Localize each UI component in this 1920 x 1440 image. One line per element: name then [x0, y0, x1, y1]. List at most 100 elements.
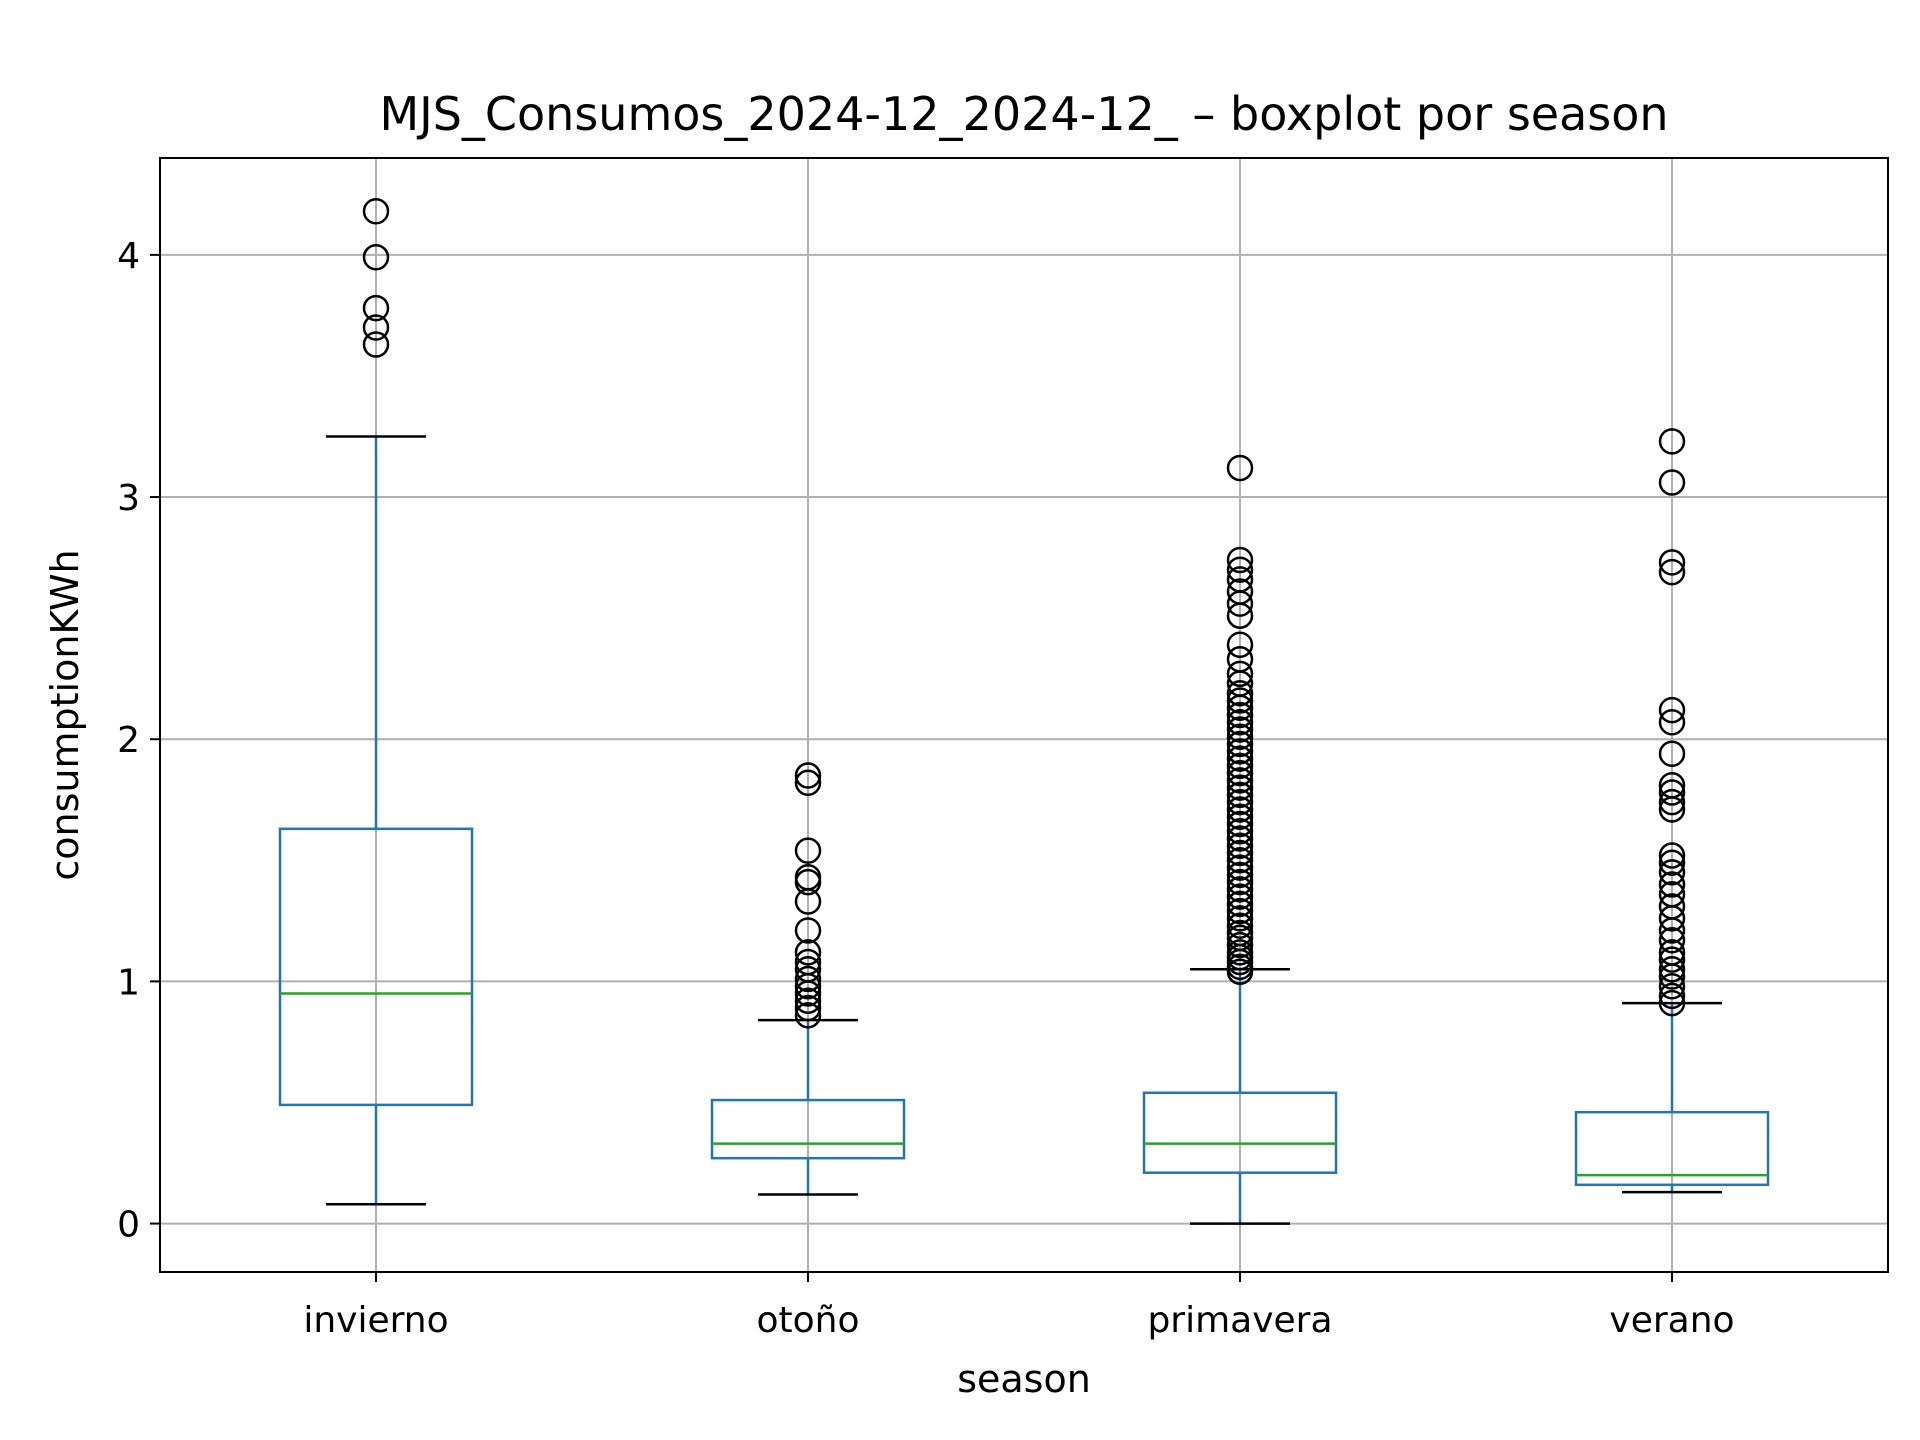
x-tick-label: otoño: [756, 1300, 859, 1341]
outlier-point: [1658, 956, 1686, 983]
outlier-point: [1226, 679, 1254, 707]
outlier-point: [1226, 578, 1254, 605]
outlier-point: [1658, 771, 1686, 799]
outlier-point: [794, 956, 822, 983]
outlier-point: [1226, 897, 1254, 925]
outlier-point: [1658, 982, 1686, 1010]
outlier-point: [1226, 738, 1254, 765]
outlier-point: [1226, 556, 1254, 583]
outlier-point: [1226, 883, 1254, 910]
x-tick-label: primavera: [1147, 1300, 1332, 1341]
outlier-point: [1658, 549, 1686, 576]
outlier-point: [362, 331, 390, 358]
outlier-point: [1226, 660, 1254, 688]
box-iqr: [1574, 1110, 1770, 1187]
outlier-point: [794, 769, 822, 797]
outlier-point: [1226, 803, 1254, 830]
outlier-point: [1226, 854, 1254, 881]
outlier-point: [794, 1002, 822, 1029]
y-tick-label: 3: [117, 478, 140, 519]
outlier-point: [1226, 939, 1254, 966]
outlier-point: [1226, 730, 1254, 758]
outlier-point: [1226, 832, 1254, 860]
outlier-point: [1226, 723, 1254, 751]
outlier-point: [794, 917, 822, 944]
outlier-point: [1226, 890, 1254, 918]
box-group-primavera: [1142, 454, 1338, 1225]
outlier-point: [1226, 709, 1254, 736]
box-iqr: [1142, 1091, 1338, 1174]
boxplots: [278, 198, 1770, 1225]
outlier-point: [1226, 905, 1254, 932]
outlier-point: [1226, 781, 1254, 809]
outlier-point: [1226, 546, 1254, 574]
y-tick-label: 2: [117, 720, 140, 761]
outlier-point: [362, 198, 390, 225]
outlier-point: [1226, 810, 1254, 838]
outlier-point: [1226, 817, 1254, 845]
outlier-point: [1658, 989, 1686, 1017]
outlier-point: [1658, 972, 1686, 1000]
outlier-point: [1658, 779, 1686, 806]
outlier-point: [1658, 939, 1686, 966]
outlier-point: [1226, 912, 1254, 939]
outlier-point: [362, 294, 390, 322]
x-tick-label: verano: [1609, 1300, 1734, 1341]
outlier-point: [1226, 566, 1254, 593]
outlier-point: [1226, 861, 1254, 889]
outlier-point: [1658, 871, 1686, 898]
outlier-point: [1658, 709, 1686, 736]
outlier-point: [794, 965, 822, 993]
outlier-point: [1658, 849, 1686, 876]
outlier-point: [1226, 876, 1254, 903]
y-tick-label: 0: [117, 1205, 140, 1246]
y-tick-label: 1: [117, 962, 140, 1003]
chart-title: MJS_Consumos_2024-12_2024-12_ – boxplot …: [379, 87, 1668, 141]
outlier-point: [1226, 796, 1254, 823]
y-tick-label: 4: [117, 236, 140, 277]
outlier-point: [1226, 931, 1254, 959]
outlier-point: [1226, 631, 1254, 659]
box-group-invierno: [278, 198, 474, 1206]
outlier-point: [794, 762, 822, 789]
outlier-point: [1226, 767, 1254, 794]
x-tick-label: invierno: [303, 1300, 448, 1341]
box-iqr: [710, 1098, 906, 1160]
outlier-point: [1658, 842, 1686, 869]
outlier-point: [1658, 788, 1686, 816]
outlier-point: [1226, 752, 1254, 780]
x-axis-label: season: [957, 1357, 1091, 1401]
outlier-point: [362, 314, 390, 341]
outlier-point: [1226, 759, 1254, 787]
outlier-point: [1658, 558, 1686, 586]
outlier-point: [1226, 847, 1254, 874]
outlier-point: [794, 939, 822, 966]
outlier-point: [794, 864, 822, 891]
outlier-point: [1226, 825, 1254, 852]
box-iqr: [278, 827, 474, 1107]
outlier-point: [794, 948, 822, 976]
outlier-point: [1226, 646, 1254, 673]
outlier-point: [1658, 880, 1686, 908]
outlier-point: [794, 994, 822, 1022]
box-group-verano: [1574, 428, 1770, 1194]
outlier-point: [794, 837, 822, 864]
outlier-point: [1226, 716, 1254, 743]
outlier-point: [1658, 469, 1686, 496]
outlier-point: [1226, 745, 1254, 772]
outlier-point: [1658, 740, 1686, 767]
outlier-point: [362, 244, 390, 271]
outlier-point: [1226, 868, 1254, 896]
outlier-point: [1226, 454, 1254, 482]
outlier-point: [1658, 946, 1686, 973]
outlier-point: [1658, 696, 1686, 724]
box-group-otoño: [710, 762, 906, 1196]
outlier-point: [1226, 788, 1254, 816]
outlier-point: [1226, 919, 1254, 947]
outlier-point: [1226, 701, 1254, 729]
plot-frame: [159, 157, 1889, 1273]
outlier-point: [794, 987, 822, 1015]
outlier-point: [1226, 839, 1254, 867]
outlier-point: [1226, 774, 1254, 801]
